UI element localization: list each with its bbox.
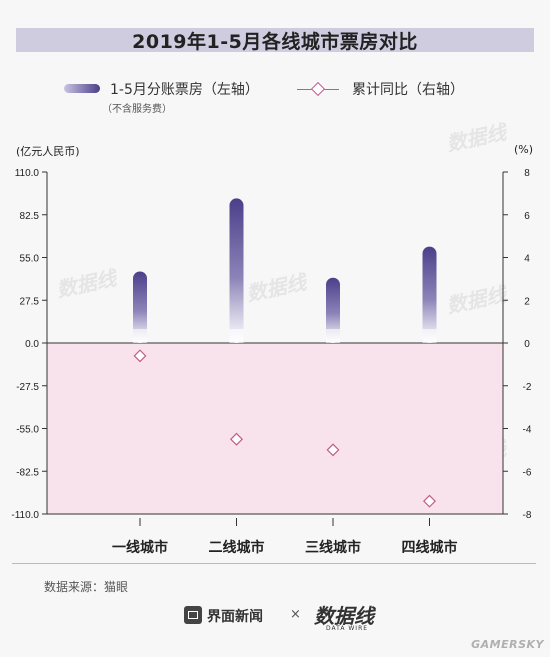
partner-logo: 数据线	[314, 604, 374, 628]
right-tick-label: 2	[524, 296, 530, 307]
chart-canvas: 110.0 82.5 55.0 27.5 0.0 -27.5 -55.0 -82.5 -110.…	[11, 168, 532, 556]
legend-line-label: 累计同比（右轴）	[352, 82, 464, 98]
legend-bar-label: 1-5月分账票房（左轴）	[110, 82, 259, 98]
left-tick-label: 0.0	[25, 339, 39, 350]
bar-base	[229, 329, 244, 343]
legend-bar-swatch	[64, 84, 100, 93]
category-label: 二线城市	[209, 539, 265, 556]
bar	[133, 271, 147, 343]
bar-base	[422, 329, 437, 343]
title-background	[16, 28, 534, 52]
left-tick-label: 82.5	[20, 211, 40, 222]
left-tick-label: -27.5	[16, 382, 39, 393]
left-tick-label: -82.5	[16, 467, 39, 478]
footer-brand: 界面新闻	[207, 609, 263, 625]
bar	[422, 246, 437, 343]
right-tick-label: 8	[524, 168, 530, 179]
bar	[326, 277, 340, 343]
left-tick-label: -55.0	[16, 425, 39, 436]
left-tick-label: -110.0	[11, 510, 39, 521]
partner-logo-sub: DATA WIRE	[326, 625, 369, 632]
source-divider	[12, 563, 536, 564]
right-tick-label: -4	[523, 425, 532, 436]
negative-region	[47, 343, 503, 514]
brand-logo-icon	[184, 606, 202, 624]
right-tick-label: -2	[523, 382, 532, 393]
data-source: 数据来源：猫眼	[44, 580, 129, 594]
point	[133, 349, 147, 363]
category-label: 四线城市	[402, 539, 458, 556]
category-label: 一线城市	[112, 539, 168, 556]
footer-times: ×	[290, 607, 301, 622]
left-tick-label: 55.0	[20, 254, 40, 265]
bar	[229, 198, 244, 343]
chart-title: 2019年1-5月各线城市票房对比	[132, 31, 418, 53]
right-tick-label: -6	[523, 467, 532, 478]
corner-watermark: GAMERSKY	[471, 638, 544, 651]
left-axis-unit: (亿元人民币)	[16, 145, 80, 158]
legend-bar-sublabel: （不含服务费）	[102, 104, 172, 115]
bar-base	[133, 329, 147, 343]
point	[326, 443, 340, 457]
point	[422, 494, 437, 508]
right-tick-label: 4	[524, 254, 530, 265]
left-tick-label: 27.5	[20, 296, 40, 307]
category-label: 三线城市	[305, 539, 361, 556]
right-tick-label: 0	[524, 339, 530, 350]
point	[229, 432, 244, 446]
right-tick-label: 6	[524, 211, 530, 222]
bar-base	[326, 329, 340, 343]
right-axis-unit: (%)	[514, 143, 534, 156]
left-tick-label: 110.0	[15, 168, 40, 179]
right-tick-label: -8	[523, 510, 532, 521]
